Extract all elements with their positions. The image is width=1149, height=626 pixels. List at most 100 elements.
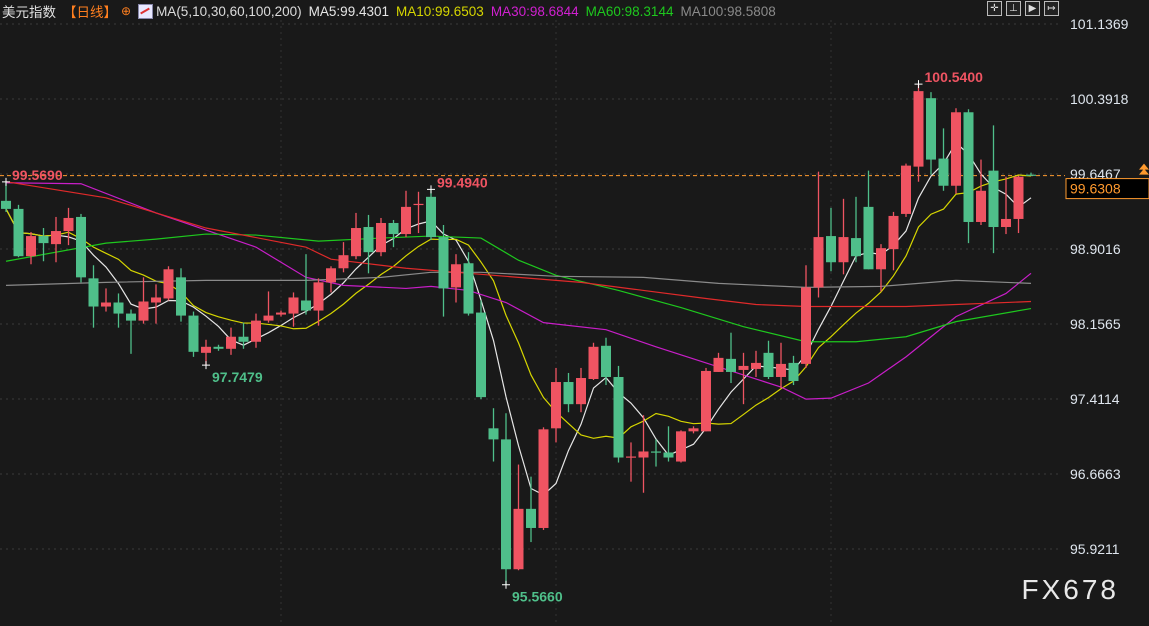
candle-body [826,236,836,263]
y-tick-label: 98.1565 [1070,316,1121,332]
candle [663,426,674,462]
candle [601,337,611,386]
candle-body [463,263,474,314]
candle-body [88,278,99,307]
last-price-label: 99.6308 [1070,181,1121,197]
candle [1026,172,1036,176]
candles [1,84,1036,585]
chart-legend: 美元指数 【日线】 ⊕ MA(5,10,30,60,100,200) MA5:9… [2,2,783,20]
candle-body [126,313,136,321]
candle [201,339,211,366]
candle [901,163,911,217]
candle-body [1001,218,1011,228]
candle [688,426,699,434]
candle [251,313,261,348]
candle [876,244,886,292]
candle-body [663,452,674,458]
candle-body [576,377,586,405]
y-tick-label: 101.1369 [1070,16,1129,32]
candle [851,196,861,263]
candle-body [651,451,661,453]
candle [751,350,761,377]
y-tick-label: 97.4114 [1070,391,1120,407]
candle [88,265,99,328]
ma-settings[interactable]: MA(5,10,30,60,100,200) [156,3,302,19]
candle [1013,175,1024,234]
candle [551,367,561,443]
candle-body [201,346,211,353]
candle-body [751,362,761,369]
candle-body [888,215,899,250]
candle-body [626,456,636,458]
candle [713,352,724,372]
candle-body [713,357,724,372]
candle [538,427,549,530]
candle-body [213,346,224,349]
candle [63,207,74,246]
ma30-value: MA30:98.6844 [490,3,579,19]
candle [438,224,449,317]
candle-body [351,228,361,257]
candle-body [588,346,599,380]
candle [13,204,24,258]
candle-body [788,362,799,382]
candle [101,288,111,312]
candle [338,242,349,273]
candle-body [301,300,311,311]
candle-body [288,297,299,314]
candle-body [488,428,499,440]
candle [701,367,711,432]
candle [213,344,224,351]
candle-body [763,352,774,377]
candle [763,340,774,380]
candle-body [413,203,424,206]
candle-body [451,264,461,288]
candle [401,190,411,238]
period-selector[interactable]: 【日线】 [63,5,117,20]
candle-body [476,312,486,398]
indicator-icon[interactable] [138,3,154,19]
play-icon[interactable]: ▶ [1025,1,1040,16]
candle-body [526,508,536,528]
ma-line-ma30 [5,182,1032,400]
circle-plus-icon[interactable]: ⊕ [121,4,132,18]
candle [913,84,924,182]
instrument-title: 美元指数 [2,5,56,20]
zoom-range-icon[interactable]: ⊥ [1006,1,1021,16]
extreme-label-high: 100.5400 [925,69,984,85]
y-tick-label: 96.6663 [1070,466,1121,482]
candle [838,198,849,275]
candle [951,108,961,194]
candle-body [801,287,811,364]
candle-body [538,429,549,528]
extreme-label-high: 99.4940 [437,174,488,190]
candle [426,189,436,241]
candle-body [551,382,561,429]
candle-body [1,200,11,209]
candle [388,219,399,248]
candle [626,442,636,482]
extreme-marker [914,80,923,89]
candle [463,252,474,316]
candle-body [76,216,86,278]
chart-toolbar: ✛ ⊥ ▶ ↦ [987,1,1059,16]
candle-body [563,382,574,405]
candle [776,342,786,389]
crosshair-icon[interactable]: ✛ [987,1,1002,16]
candle [526,476,536,543]
candle-body [251,320,261,342]
candle [863,170,874,270]
candle [413,191,424,234]
candle-body [151,297,161,303]
candle [938,128,949,191]
candle-body [26,236,36,257]
y-tick-label: 95.9211 [1070,541,1120,557]
candle-body [176,277,186,316]
last-price-box [1065,178,1149,200]
candle-body [101,302,111,307]
watermark: FX678 [1021,574,1119,605]
exit-icon[interactable]: ↦ [1044,1,1059,16]
extreme-label-high: 99.5690 [12,167,63,183]
candle [988,125,999,254]
